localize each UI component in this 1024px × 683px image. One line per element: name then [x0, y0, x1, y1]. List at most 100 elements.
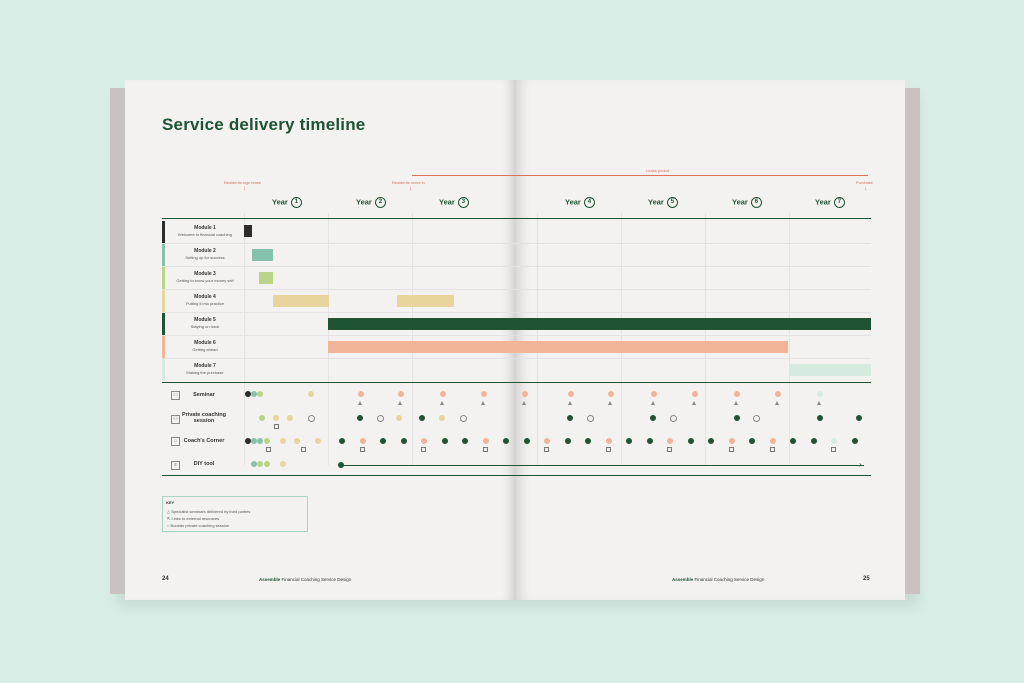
corner-dot	[441, 438, 448, 444]
module-title: Module 3	[194, 271, 216, 277]
seminar-dot	[308, 391, 314, 397]
seminar-dot	[608, 391, 614, 397]
module-2-bar	[252, 249, 273, 261]
corner-dot	[564, 438, 571, 444]
specialist-triangle-icon	[608, 401, 612, 405]
page-number-left: 24	[162, 576, 169, 582]
corner-dot	[280, 438, 286, 444]
specialist-triangle-icon	[734, 401, 738, 405]
booster-dot	[670, 415, 677, 422]
corner-dot	[646, 438, 653, 444]
module-row-1: Module 1 Welcome to financial coaching	[162, 221, 245, 243]
seminar-dot	[817, 391, 823, 397]
corner-dot	[503, 438, 509, 444]
module-row-2: Module 2 Setting up for success	[162, 244, 245, 266]
activity-label-diy-tool: DIY tool	[193, 461, 215, 467]
coaching-dot	[287, 415, 293, 421]
seminar-dot	[440, 391, 446, 397]
annotation-sign-lease: Residents sign lease	[224, 180, 261, 185]
corner-dot	[626, 438, 632, 444]
key-title: KEY	[166, 500, 175, 505]
coaching-dot	[817, 415, 823, 421]
corner-dot	[831, 438, 837, 444]
corner-dot	[257, 438, 263, 444]
external-link-icon	[421, 447, 426, 452]
external-link-icon	[769, 447, 775, 452]
corner-dot	[294, 438, 300, 444]
key-item-booster: ○ Booster private coaching session	[167, 523, 230, 528]
corner-dot	[708, 438, 714, 444]
grid-line	[244, 213, 245, 465]
specialist-triangle-icon	[398, 401, 402, 405]
external-link-icon	[266, 447, 271, 452]
module-row-7: Module 7 Making the purchase	[162, 359, 245, 381]
row-divider	[162, 335, 871, 336]
lease-period-line	[412, 175, 868, 176]
module-subtitle: Making the purchase	[186, 370, 224, 375]
arrow-down-icon: ↓	[243, 186, 246, 192]
corner-dot	[339, 438, 345, 444]
corner-dot	[790, 438, 796, 444]
coaching-dot	[856, 415, 862, 421]
external-link-icon	[544, 447, 549, 452]
module-6-bar	[328, 341, 788, 353]
module-1-bar	[244, 225, 252, 237]
module-3-bar	[259, 272, 273, 284]
booster-dot	[460, 415, 467, 422]
year-header-4: Year 4	[565, 197, 595, 208]
corner-dot	[380, 438, 386, 444]
page-number-right: 25	[863, 576, 870, 582]
key-item-specialist: △ Specialist seminars delivered by third…	[167, 509, 251, 514]
external-link-icon	[728, 447, 734, 452]
seminar-dot	[257, 391, 263, 397]
coaching-dot	[650, 415, 656, 421]
seminar-dot	[734, 391, 740, 397]
row-divider	[162, 243, 871, 244]
activities-bottom-rule	[162, 475, 871, 476]
module-row-5: Module 5 Staying on track	[162, 313, 245, 335]
left-page-edge	[110, 88, 126, 594]
page-title: Service delivery timeline	[162, 115, 366, 134]
grid-line	[789, 213, 790, 465]
diy-dot	[338, 462, 344, 468]
external-link-icon	[359, 447, 365, 452]
footer-right: Assemble Financial Coaching Service Desi…	[672, 577, 765, 582]
booster-dot	[587, 415, 594, 422]
seminar-dot	[692, 391, 698, 397]
people-icon: ⚇	[171, 415, 180, 424]
booster-dot	[377, 415, 384, 422]
year-header-5: Year 5	[648, 197, 678, 208]
coaching-dot	[396, 415, 402, 421]
arrow-down-icon: ↓	[864, 186, 867, 192]
coaching-dot	[419, 415, 425, 421]
year-header-3: Year 3	[439, 197, 469, 208]
external-link-icon	[274, 424, 279, 429]
external-link-icon	[605, 447, 611, 452]
seminar-dot	[775, 391, 781, 397]
activity-label-coaches-corner: Coach's Corner	[183, 438, 225, 444]
corner-dot	[687, 438, 694, 444]
year-header-6: Year 6	[732, 197, 762, 208]
coaching-dot	[259, 415, 265, 421]
diy-dot	[280, 461, 286, 467]
corner-dot	[315, 438, 321, 444]
activity-label-seminar: Seminar	[193, 392, 215, 398]
corner-dot	[400, 438, 407, 444]
module-5-bar	[328, 318, 871, 330]
grid-line	[705, 213, 706, 465]
corner-dot	[359, 438, 366, 444]
external-link-icon	[301, 447, 306, 452]
specialist-triangle-icon	[568, 401, 572, 405]
annotation-lease-period: Lease period	[646, 168, 670, 173]
diy-dot	[264, 461, 270, 467]
corner-dot	[421, 438, 427, 444]
right-page-edge	[904, 88, 920, 594]
row-divider	[162, 312, 871, 313]
specialist-triangle-icon	[358, 401, 362, 405]
arrow-right-icon: ›	[859, 460, 862, 469]
presentation-icon: ▭	[171, 391, 180, 400]
module-title: Module 5	[194, 317, 216, 323]
module-title: Module 6	[194, 340, 216, 346]
year-header-1: Year 1	[272, 197, 302, 208]
module-title: Module 4	[194, 294, 216, 300]
